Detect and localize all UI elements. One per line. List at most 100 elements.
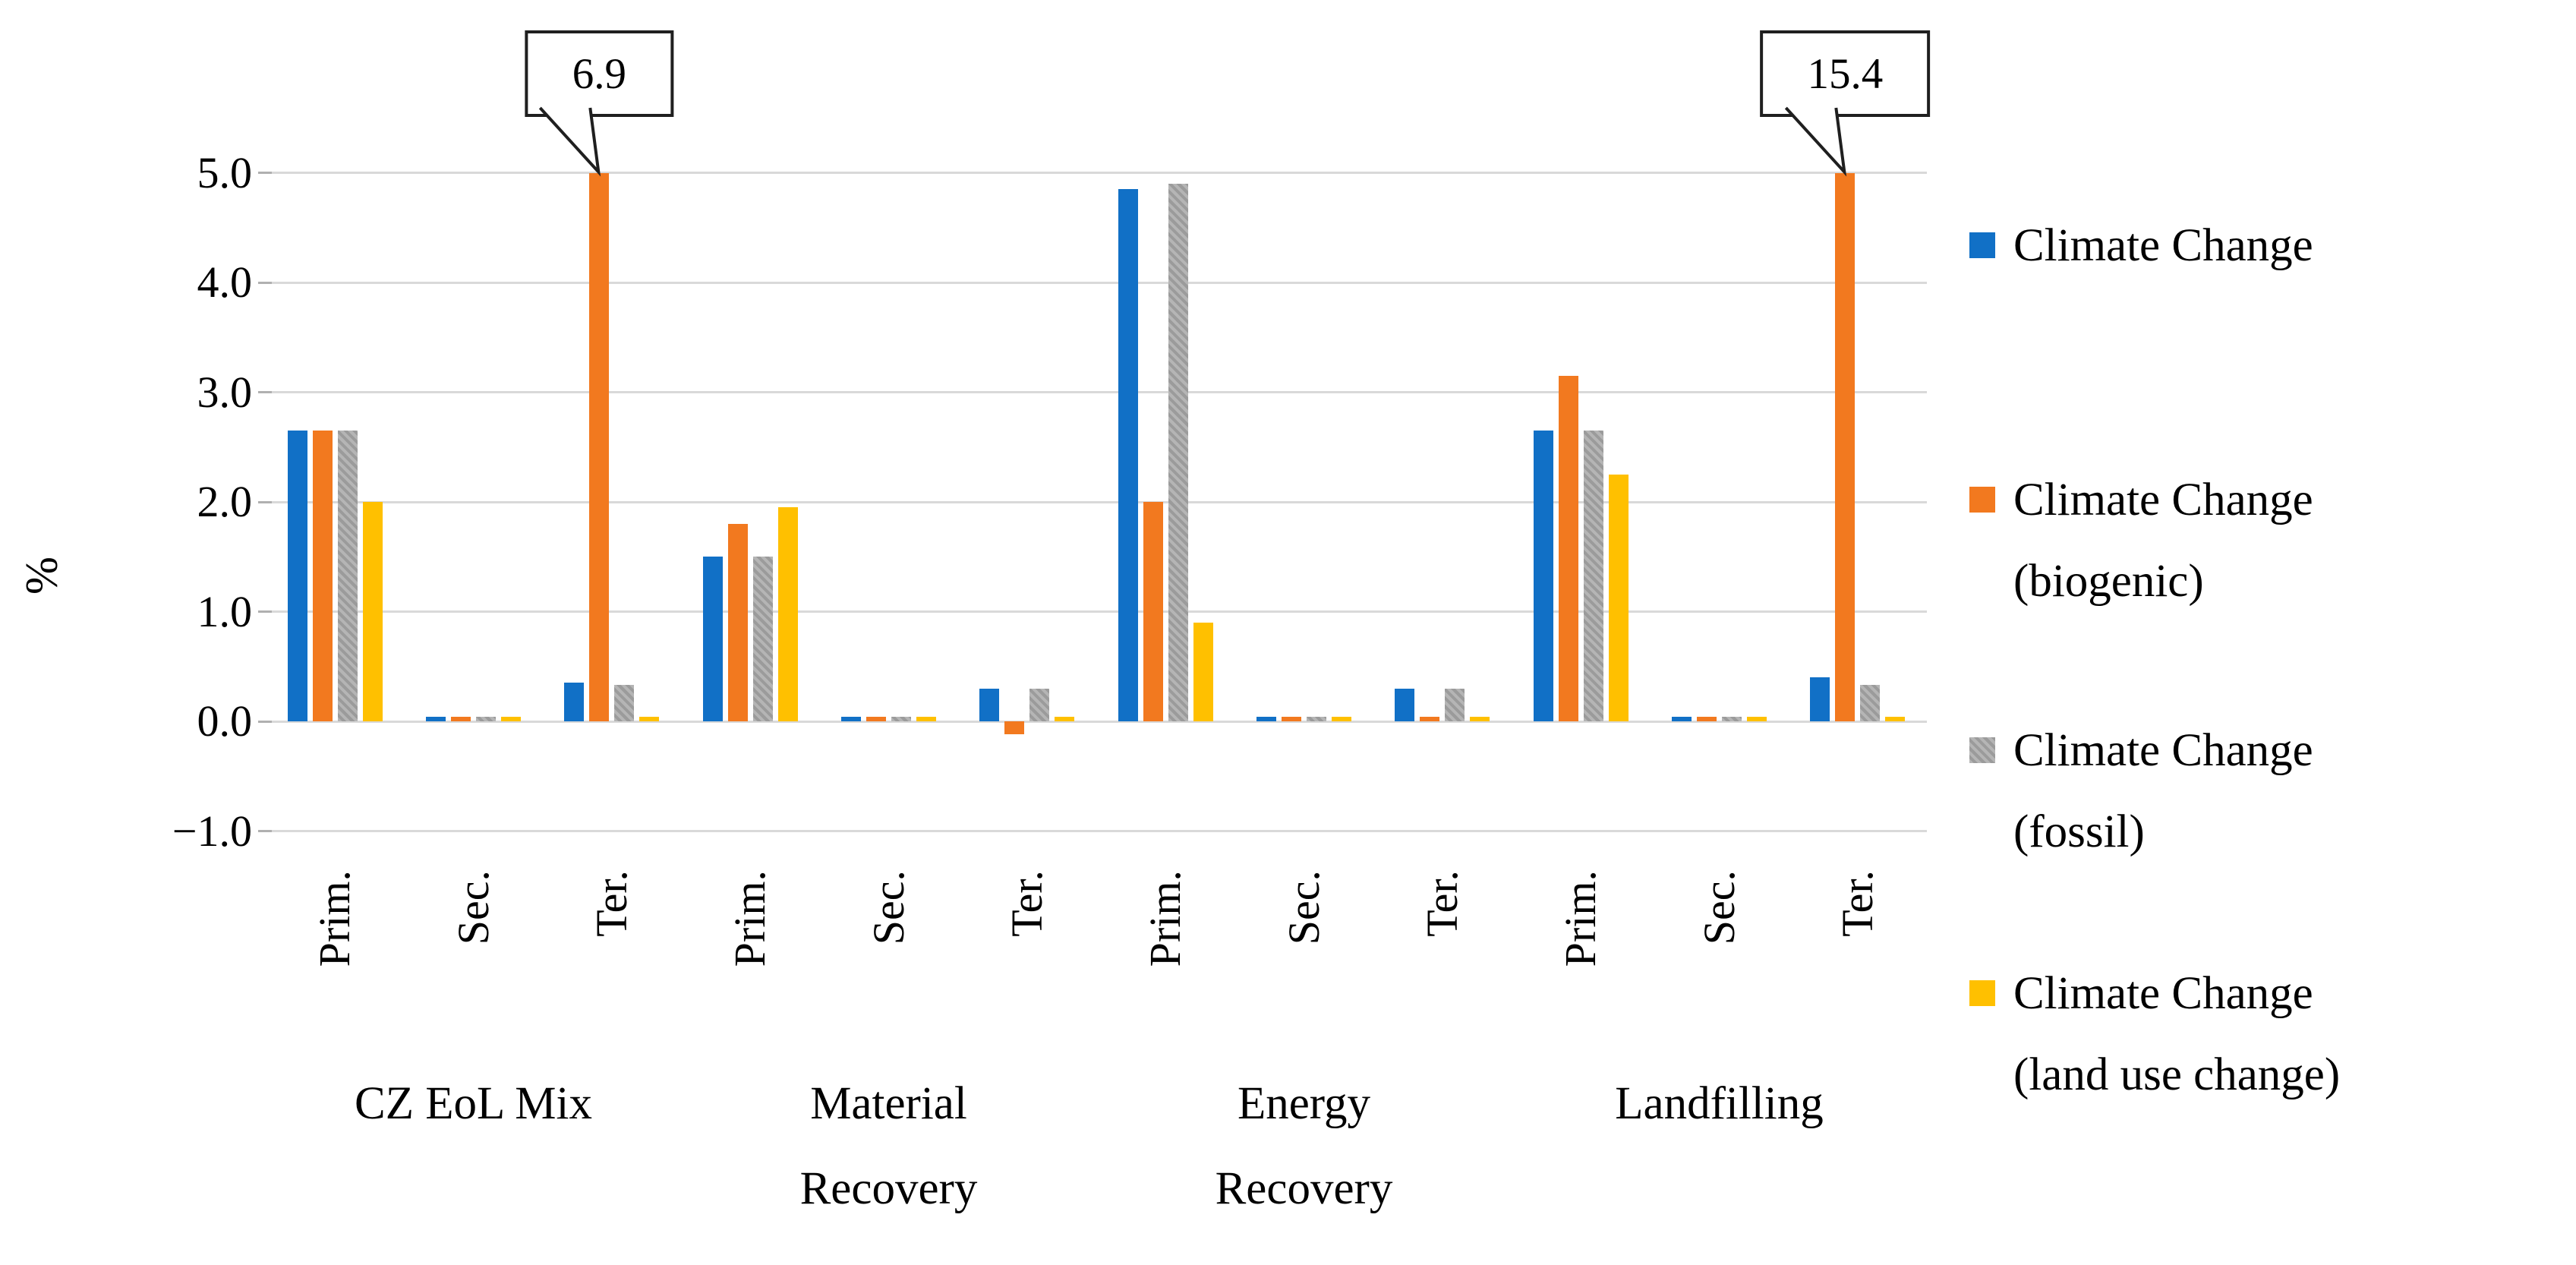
bar-climate-change [564,683,585,721]
x-group-label: CZ EoL Mix [208,1062,739,1147]
bar-climate-change-fossil [476,717,496,721]
x-group-label-line: Material [810,1078,967,1129]
bar-climate-change [841,717,861,721]
bar-climate-change-fossil [1445,688,1465,721]
y-axis-tick [258,500,272,503]
legend-swatch-icon [1969,232,1995,258]
legend-label-line: (biogenic) [2013,555,2204,607]
y-axis-tick [258,172,272,174]
y-tick-label: −1.0 [172,806,252,856]
x-tick-label: Ter. [1001,870,1052,937]
gridline [266,610,1927,613]
x-group-label-line: Recovery [1215,1163,1393,1214]
y-tick-label: 2.0 [197,477,253,526]
y-axis-tick [258,610,272,613]
x-tick-label: Sec. [1279,870,1329,945]
callout-pointer-outline [538,106,601,177]
bar-climate-change [1395,688,1415,721]
x-tick-label: Sec. [863,870,913,945]
y-axis-tick [258,720,272,723]
bar-climate-change-biogenic [727,523,748,721]
y-tick-label: 5.0 [197,147,253,197]
x-tick-label: Ter. [586,870,636,937]
bar-climate-change-fossil [614,685,635,721]
legend-swatch-icon [1969,737,1995,763]
bar-climate-change [1810,677,1830,721]
bar-climate-change [1533,431,1553,721]
x-group-label: Material Recovery [623,1062,1155,1232]
x-tick-label: Prim. [310,870,360,967]
legend-label-line: (fossil) [2013,806,2145,857]
bar-climate-change-biogenic [866,717,886,721]
legend-label-line: Climate Change [2013,724,2313,776]
bar-climate-change-land-use-change [1055,717,1075,721]
bar-climate-change-land-use-change [1332,717,1351,721]
bar-climate-change-biogenic [1420,717,1440,721]
x-group-label: Landfilling [1454,1062,1985,1147]
x-group-label: Energy Recovery [1039,1062,1570,1232]
bar-climate-change-biogenic [312,431,333,721]
y-axis-tick [258,391,272,393]
legend-swatch-icon [1969,487,1995,513]
legend-label-line: Climate Change [2013,967,2313,1019]
bar-climate-change-land-use-change [362,502,383,721]
x-group-label-line: Recovery [799,1163,978,1214]
bar-climate-change [1118,189,1138,721]
legend-label-line: Climate Change [2013,474,2313,525]
data-callout-value: 6.9 [572,49,626,98]
bar-climate-change [287,431,307,721]
x-group-label-line: CZ EoL Mix [355,1078,592,1129]
bar-climate-change-biogenic [451,717,471,721]
y-tick-label: 4.0 [197,257,253,307]
bar-climate-change-biogenic [1558,375,1578,721]
bar-climate-change-land-use-change [1747,717,1767,721]
bar-climate-change-fossil [1722,717,1742,721]
bar-climate-change-biogenic [1143,502,1163,721]
y-tick-label: 1.0 [197,586,253,636]
x-group-label-line: Energy [1237,1078,1371,1129]
y-tick-label: 3.0 [197,367,253,417]
bar-climate-change-fossil [752,557,773,721]
bar-climate-change-fossil [1168,183,1188,721]
gridline [266,172,1927,174]
legend-label: Climate Change (fossil) [2013,710,2313,872]
data-callout: 15.4 [1760,30,1931,117]
x-tick-label: Prim. [1140,870,1190,967]
y-axis-tick [258,281,272,284]
bar-climate-change-land-use-change [639,717,660,721]
bar-climate-change-biogenic [1282,717,1301,721]
x-tick-label: Prim. [725,870,775,967]
bar-climate-change-land-use-change [1608,474,1629,721]
bar-climate-change-biogenic [1697,717,1717,721]
legend-label: Climate Change (biogenic) [2013,459,2313,622]
x-tick-label: Ter. [1832,870,1882,937]
y-tick-label: 0.0 [197,696,253,746]
gridline [266,500,1927,503]
bar-climate-change-fossil [1583,431,1603,721]
y-axis-title: % [16,557,67,595]
callout-pointer-outline [1784,106,1847,177]
bar-climate-change-land-use-change [1470,717,1490,721]
x-tick-label: Ter. [1417,870,1467,937]
bar-climate-change-land-use-change [501,717,521,721]
gridline [266,830,1927,832]
bar-climate-change [426,717,446,721]
bar-climate-change-land-use-change [1885,717,1906,721]
bar-climate-change-land-use-change [777,507,798,721]
bar-climate-change [702,557,723,721]
bar-climate-change [1672,717,1692,721]
data-callout-value: 15.4 [1807,49,1884,98]
gridline [266,720,1927,723]
bar-climate-change-fossil [1860,685,1881,721]
data-callout: 6.9 [525,30,673,117]
x-group-label-line: Landfilling [1615,1078,1824,1129]
bar-climate-change-biogenic [1835,172,1856,721]
bar-climate-change [979,688,1000,721]
gridline [266,281,1927,284]
x-tick-label: Sec. [1694,870,1744,945]
y-axis-tick [258,830,272,832]
bar-climate-change-land-use-change [916,717,936,721]
bar-climate-change [1256,717,1276,721]
bar-climate-change-fossil [1307,717,1326,721]
